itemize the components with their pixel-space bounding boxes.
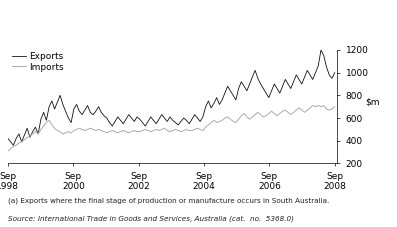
- Legend: Exports, Imports: Exports, Imports: [12, 52, 64, 72]
- Exports: [96, 105, 101, 108]
- Imports: [264, 114, 268, 117]
- Imports: [231, 120, 235, 123]
- Exports: [6, 137, 10, 140]
- Imports: [187, 129, 192, 132]
- Imports: [324, 108, 329, 110]
- Line: Exports: Exports: [8, 50, 335, 145]
- Imports: [6, 150, 10, 152]
- Imports: [310, 104, 315, 107]
- Imports: [93, 129, 98, 132]
- Text: Source: International Trade in Goods and Services, Australia (cat.  no.  5368.0): Source: International Trade in Goods and…: [8, 216, 294, 222]
- Line: Imports: Imports: [8, 106, 335, 151]
- Y-axis label: $m: $m: [366, 98, 380, 107]
- Exports: [11, 144, 16, 147]
- Exports: [233, 99, 238, 101]
- Imports: [332, 105, 337, 108]
- Text: (a) Exports where the final stage of production or manufacture occurs in South A: (a) Exports where the final stage of pro…: [8, 197, 329, 204]
- Exports: [332, 71, 337, 74]
- Exports: [327, 74, 331, 76]
- Exports: [189, 118, 194, 121]
- Exports: [77, 110, 82, 113]
- Imports: [74, 128, 79, 131]
- Exports: [266, 96, 271, 99]
- Exports: [319, 49, 324, 51]
